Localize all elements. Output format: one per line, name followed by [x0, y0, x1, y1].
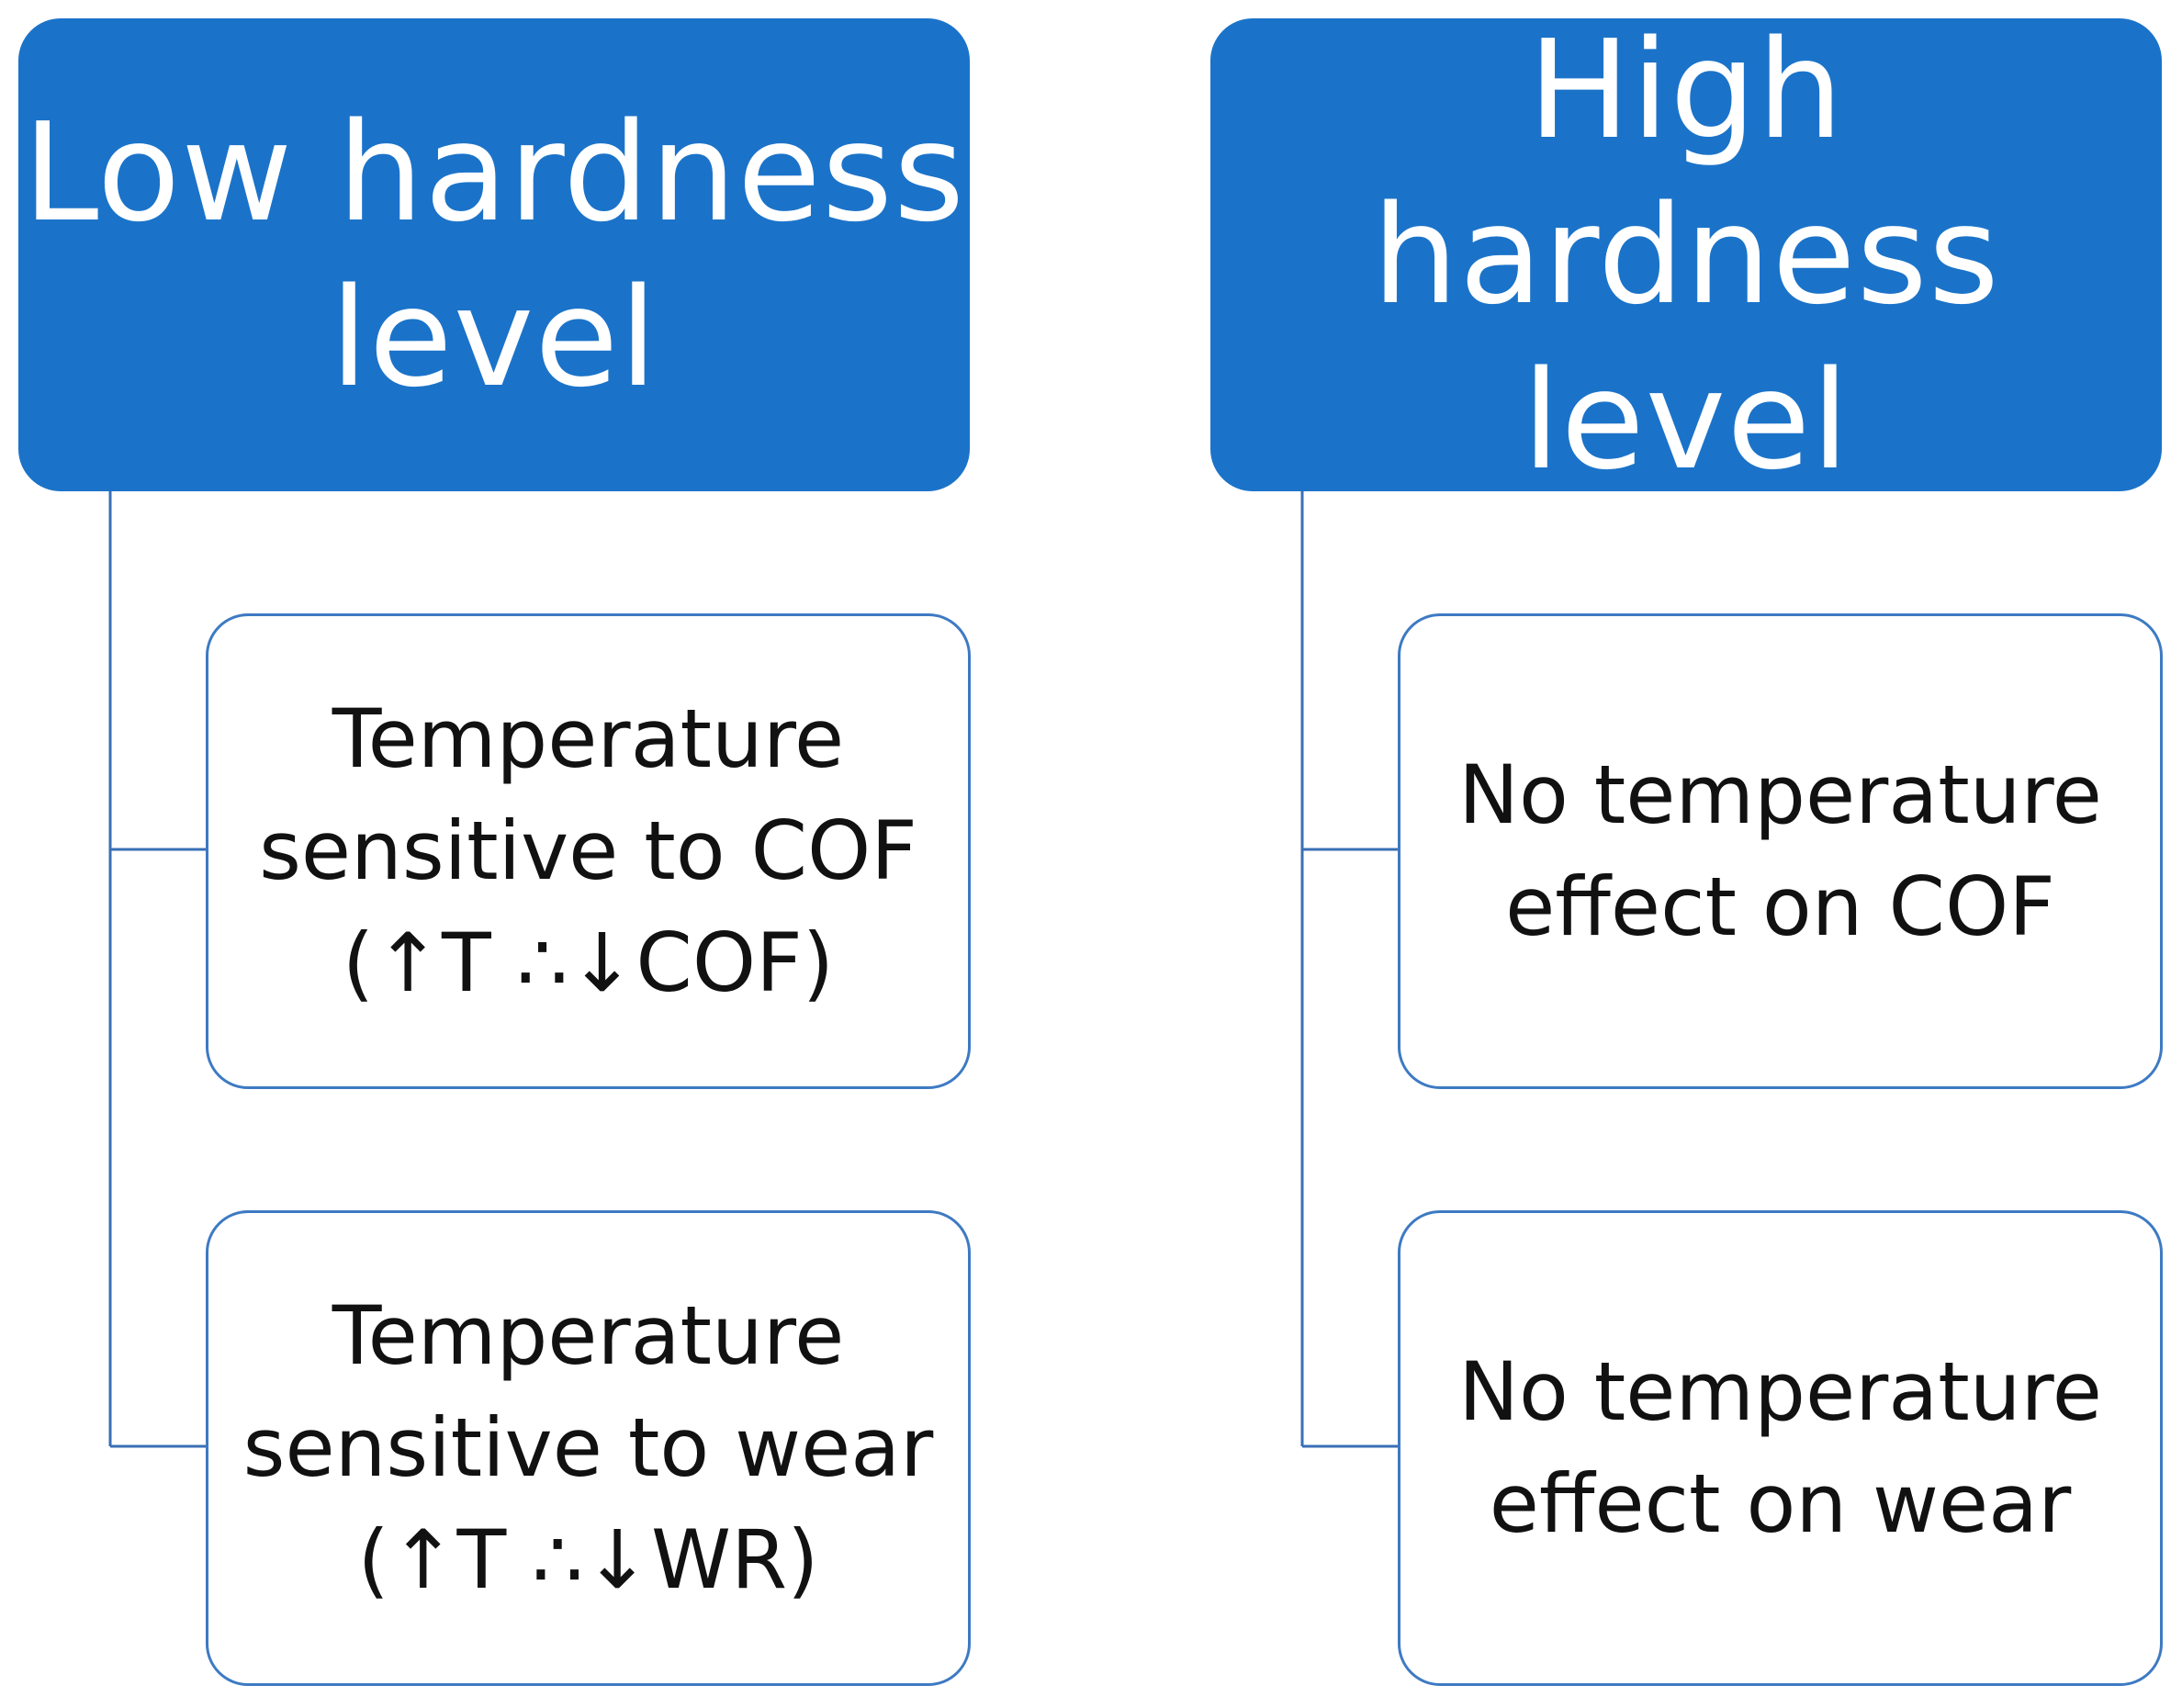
- low-hardness-header-label: Low hardness level: [22, 93, 966, 417]
- high-hardness-wear-text: No temperature effect on wear: [1458, 1344, 2102, 1551]
- high-hardness-cof-text: No temperature effect on COF: [1458, 747, 2102, 954]
- high-hardness-cof-box: No temperature effect on COF: [1398, 613, 2163, 1089]
- high-hardness-header-label: High hardness level: [1372, 10, 2000, 500]
- low-hardness-wear-box: Temperature sensitive to wear (↑T ∴↓WR): [206, 1210, 971, 1686]
- low-hardness-header: Low hardness level: [18, 18, 970, 491]
- low-hardness-cof-box: Temperature sensitive to COF (↑T ∴↓COF): [206, 613, 971, 1089]
- high-hardness-wear-box: No temperature effect on wear: [1398, 1210, 2163, 1686]
- low-hardness-cof-text: Temperature sensitive to COF (↑T ∴↓COF): [259, 691, 917, 1010]
- low-hardness-wear-text: Temperature sensitive to wear (↑T ∴↓WR): [242, 1288, 934, 1607]
- high-hardness-header: High hardness level: [1210, 11, 2162, 500]
